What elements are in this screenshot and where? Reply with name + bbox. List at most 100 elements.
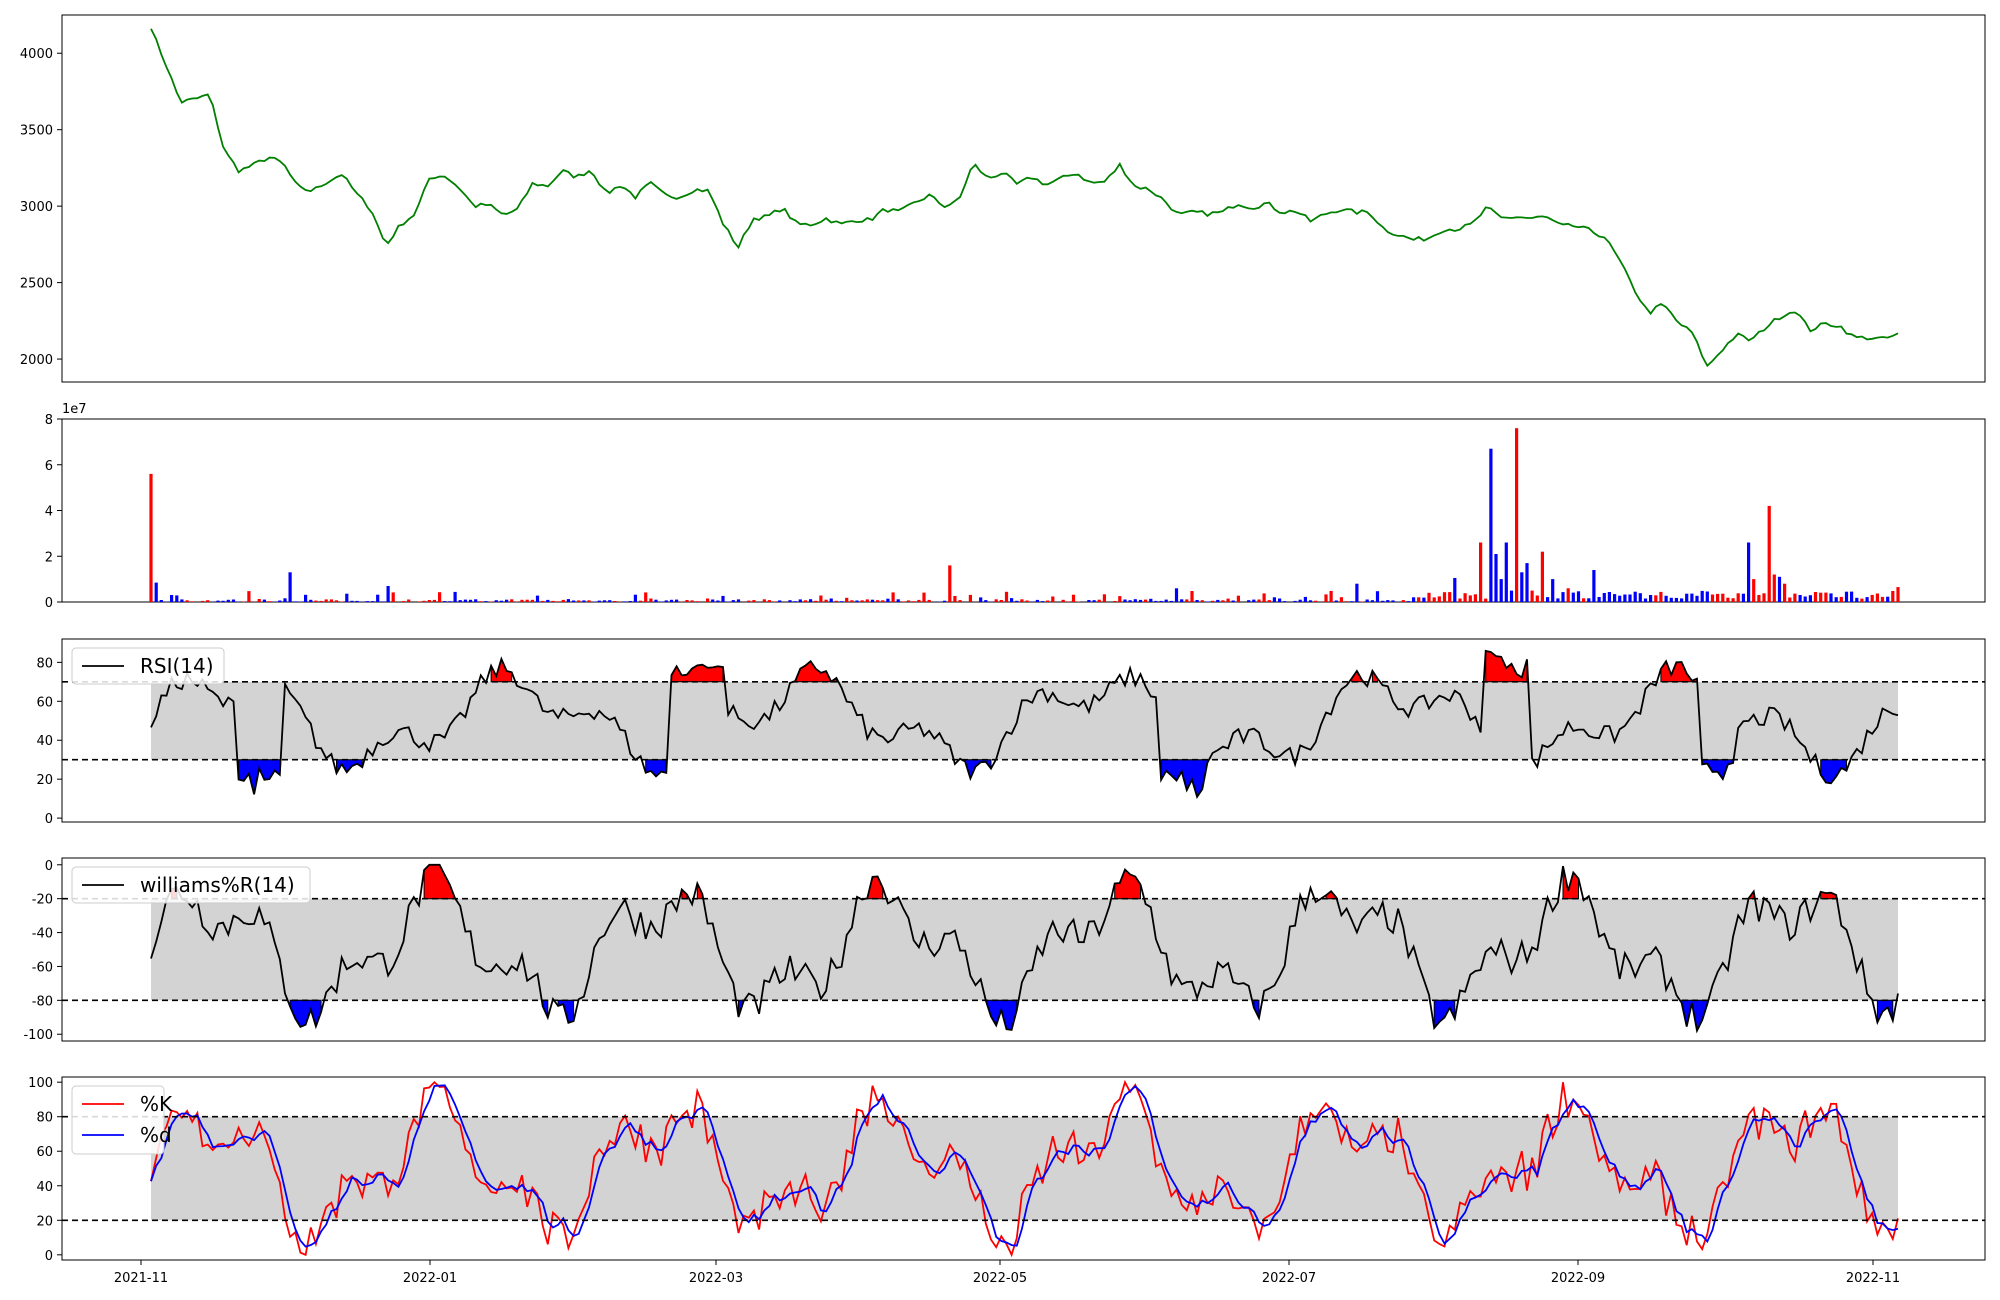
volume-bar xyxy=(788,600,792,602)
volume-bar xyxy=(695,601,699,602)
volume-bar xyxy=(324,599,328,602)
volume-bar xyxy=(1386,600,1390,602)
volume-bar xyxy=(731,600,735,602)
volume-bar xyxy=(525,599,529,602)
volume-bar xyxy=(1190,591,1194,602)
volume-bar xyxy=(1370,600,1374,602)
volume-bar xyxy=(1602,593,1606,602)
volume-bar xyxy=(1721,593,1725,602)
volume-bar xyxy=(979,597,983,602)
volume-bar xyxy=(943,600,947,602)
volume-bar xyxy=(1561,592,1565,602)
volume-bar xyxy=(154,582,158,602)
volume-bar xyxy=(886,598,890,602)
volume-bar xyxy=(237,601,241,602)
neutral-band xyxy=(151,681,1898,760)
volume-bar xyxy=(814,600,818,602)
volume-bar xyxy=(1283,601,1287,602)
volume-bar xyxy=(350,600,354,602)
volume-bar xyxy=(752,600,756,602)
volume-bar xyxy=(958,600,962,602)
volume-bar xyxy=(793,601,797,602)
volume-bar xyxy=(1375,591,1380,602)
stochastic-plot-frame xyxy=(61,1076,1986,1261)
rsi-y-axis: 0 20 40 60 80 xyxy=(36,656,62,827)
volume-bar xyxy=(329,599,333,602)
volume-bar xyxy=(1144,599,1148,602)
volume-bar xyxy=(1504,542,1508,602)
volume-bar xyxy=(664,600,668,602)
volume-bar xyxy=(1020,599,1024,602)
volume-bar xyxy=(1066,601,1070,602)
volume-bar xyxy=(1783,583,1787,602)
volume-bar xyxy=(340,601,344,602)
volume-bar xyxy=(1252,599,1256,602)
volume-bar xyxy=(1345,601,1349,602)
volume-bar xyxy=(1525,563,1529,602)
volume-bar xyxy=(566,599,570,602)
volume-bar xyxy=(587,600,591,602)
volume-bar xyxy=(371,601,375,602)
volume-bar xyxy=(206,600,210,602)
y-tick-label: -20 xyxy=(32,893,53,908)
x-tick-label: 2022-03 xyxy=(689,1271,743,1286)
williams-threshold-lines xyxy=(62,897,1985,1002)
volume-bar xyxy=(262,599,266,602)
volume-bar xyxy=(1293,600,1297,602)
neutral-band xyxy=(151,898,1898,1001)
d-legend-label: %d xyxy=(140,1123,172,1147)
volume-bar xyxy=(1762,593,1766,602)
volume-bar xyxy=(1690,593,1694,602)
volume-bar xyxy=(1628,594,1632,602)
volume-bar xyxy=(1736,593,1740,602)
williams-y-axis: 0 -20 -40 -60 -80 -100 xyxy=(23,859,62,1043)
volume-bar xyxy=(226,599,230,602)
volume-bar xyxy=(1381,600,1385,602)
volume-bar xyxy=(345,593,349,602)
volume-bar xyxy=(608,600,612,602)
volume-bar xyxy=(633,594,637,602)
volume-bar xyxy=(613,601,617,602)
k-legend-label: %K xyxy=(140,1092,173,1116)
volume-bar xyxy=(530,599,534,602)
volume-bar xyxy=(149,473,153,602)
volume-bar xyxy=(1685,593,1689,602)
x-tick-label: 2022-09 xyxy=(1551,1271,1605,1286)
y-tick-label: 0 xyxy=(45,812,53,827)
volume-bar xyxy=(1350,601,1354,602)
volume-bar xyxy=(1803,596,1807,602)
y-tick-label: 80 xyxy=(36,656,53,671)
volume-bar xyxy=(1654,595,1658,602)
volume-bar xyxy=(865,599,869,602)
volume-bar xyxy=(1040,601,1045,602)
volume-bar xyxy=(917,599,921,602)
volume-bar xyxy=(1819,592,1823,602)
volume-bar xyxy=(654,599,658,602)
volume-bar xyxy=(1061,599,1065,602)
volume-bar xyxy=(1278,598,1282,602)
volume-bar xyxy=(175,595,179,602)
volume-bar xyxy=(1453,578,1457,602)
volume-bar xyxy=(1442,592,1447,602)
volume-bar xyxy=(623,601,627,602)
overbought-fill xyxy=(1114,868,1141,900)
volume-bar xyxy=(1355,583,1359,602)
volume-bar xyxy=(257,599,261,602)
volume-y-axis: 0 2 4 6 8 xyxy=(45,413,62,611)
volume-bar xyxy=(1556,598,1560,602)
volume-bar xyxy=(1298,599,1302,602)
x-tick-label: 2022-01 xyxy=(403,1271,457,1286)
y-tick-label: 2 xyxy=(45,550,53,565)
volume-bar xyxy=(1597,597,1601,602)
volume-bar xyxy=(1432,597,1436,602)
williams-legend-box xyxy=(71,866,311,904)
volume-bar xyxy=(1772,574,1776,602)
volume-bar xyxy=(1649,595,1653,602)
y-tick-label: 8 xyxy=(45,413,53,428)
volume-bar xyxy=(1102,594,1106,602)
volume-bar xyxy=(1576,591,1581,602)
price-line xyxy=(150,28,1899,368)
volume-bar xyxy=(1824,592,1828,602)
y-tick-label: 60 xyxy=(36,1145,53,1160)
rsi-line xyxy=(150,649,1899,799)
